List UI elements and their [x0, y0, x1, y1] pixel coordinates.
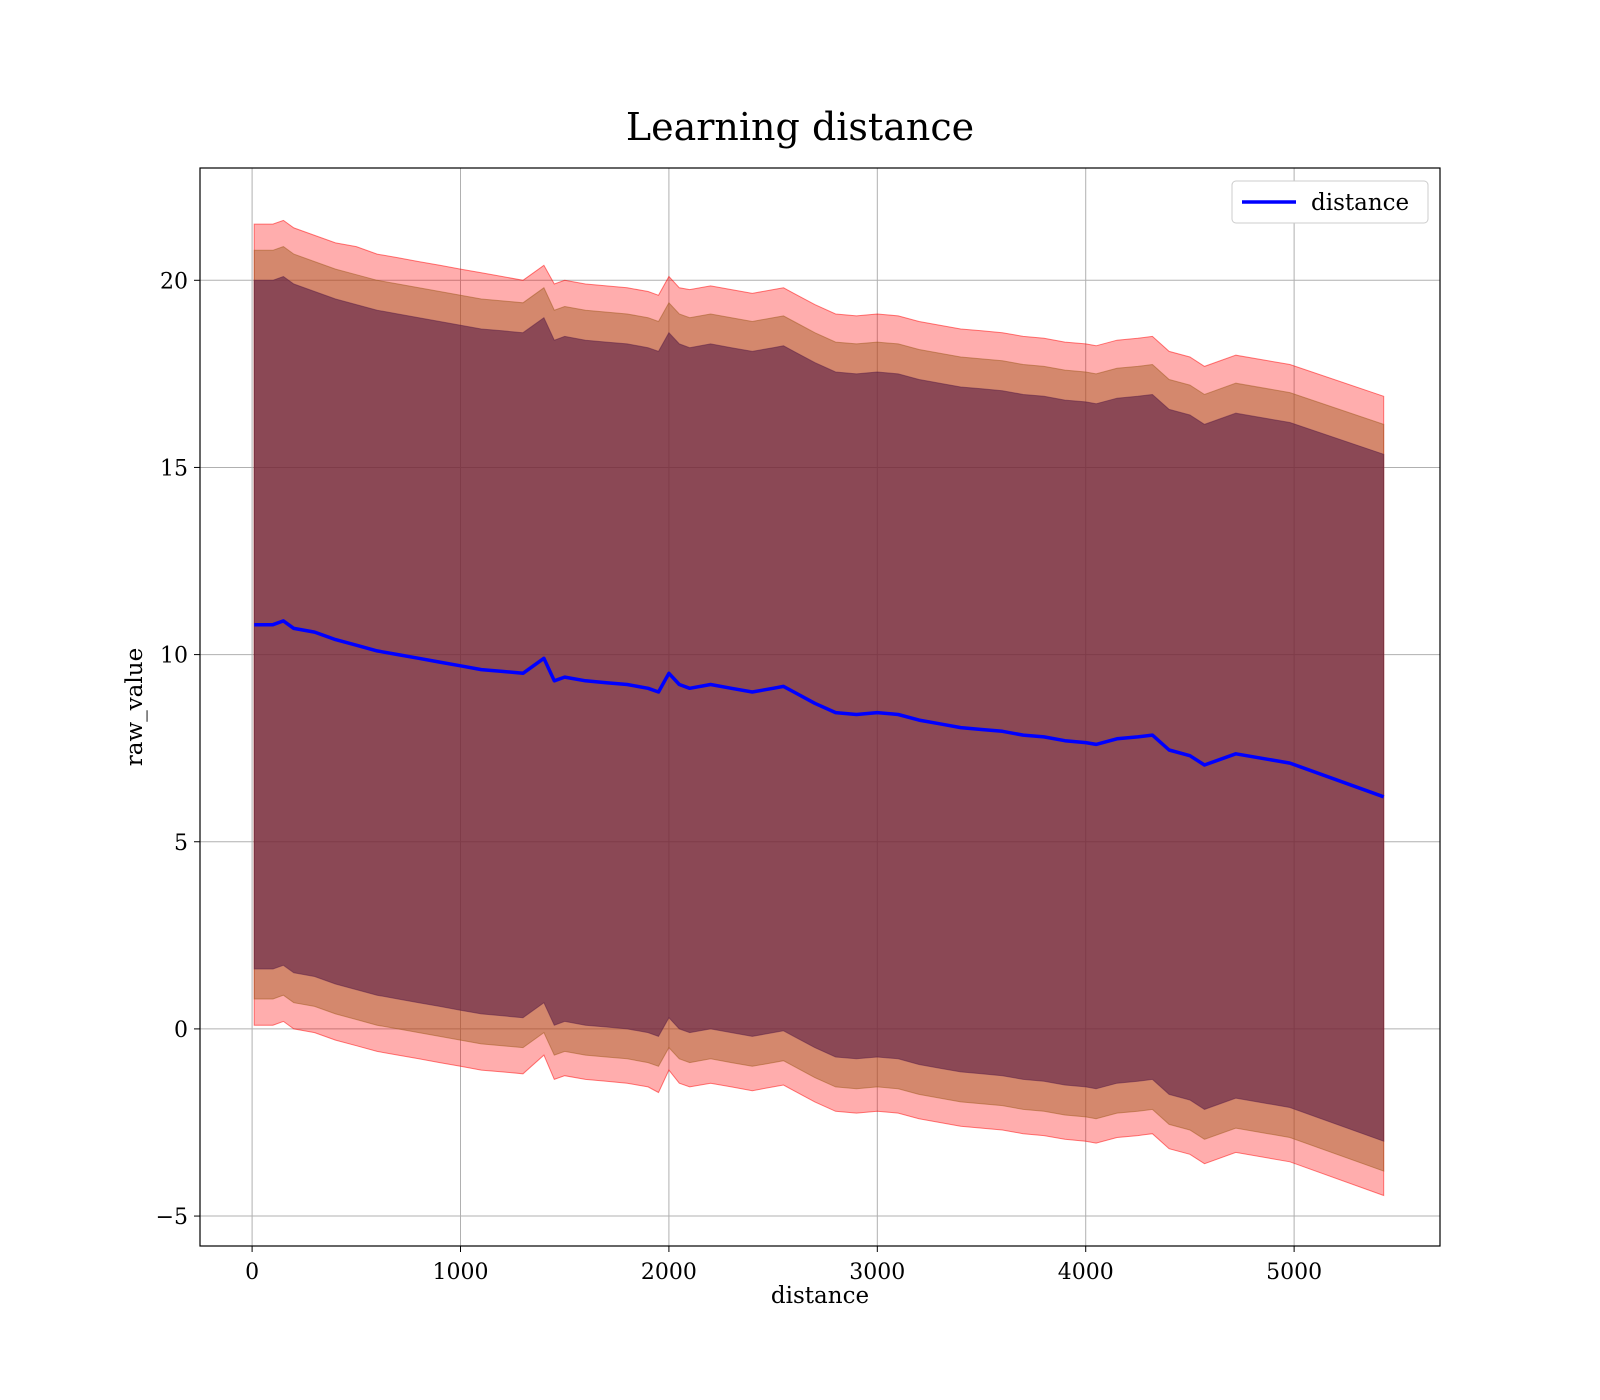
x-tick-label: 3000 [849, 1260, 905, 1285]
y-tick-label: −5 [156, 1205, 188, 1230]
y-tick-label: 0 [174, 1018, 188, 1043]
band-2 [253, 275, 1385, 1142]
y-ticks: −5 0 5 10 15 20 [156, 269, 200, 1230]
x-tick-label: 0 [245, 1260, 259, 1285]
x-ticks: 0 1000 2000 3000 4000 5000 [245, 1246, 1322, 1285]
bands [253, 219, 1385, 1197]
y-tick-label: 15 [160, 456, 188, 481]
x-tick-label: 4000 [1058, 1260, 1114, 1285]
legend-entry-distance: distance [1311, 190, 1409, 216]
x-axis-label: distance [771, 1283, 869, 1309]
chart-title: Learning distance [626, 105, 974, 149]
y-tick-label: 5 [174, 831, 188, 856]
plot-frame [199, 167, 1441, 1247]
x-tick-label: 1000 [433, 1260, 489, 1285]
legend-box [1231, 180, 1429, 224]
x-tick-label: 2000 [641, 1260, 697, 1285]
series-line-distance [254, 619, 1385, 799]
y-tick-label: 10 [160, 644, 188, 669]
x-tick-label: 5000 [1266, 1260, 1322, 1285]
series-lines [254, 619, 1385, 799]
y-axis-label: raw_value [122, 648, 148, 766]
legend: distance [1231, 180, 1429, 224]
y-tick-label: 20 [160, 269, 188, 294]
